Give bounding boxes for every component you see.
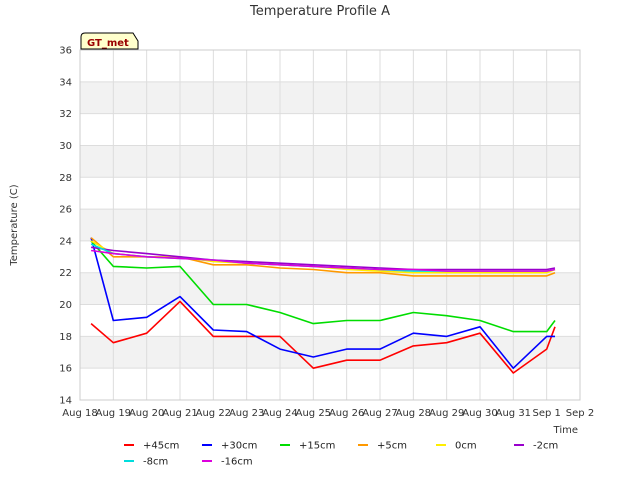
legend: +45cm +30cm +15cm +5cm 0cm -2cm -8cm -16cm (124, 441, 558, 468)
x-tick-label: Aug 18 (62, 408, 97, 419)
legend-label-plus5cm: +5cm (377, 441, 407, 452)
series-layer (90, 237, 556, 374)
x-tick-label: Aug 28 (396, 408, 431, 419)
y-tick-label: 30 (59, 141, 72, 152)
legend-label-0cm: 0cm (455, 441, 477, 452)
y-tick-label: 18 (59, 332, 72, 343)
legend-label-plus30cm: +30cm (221, 441, 257, 452)
legend-label-minus16cm: -16cm (221, 457, 253, 468)
y-tick-label: 26 (59, 205, 72, 216)
y-tick-label: 34 (59, 77, 72, 88)
chart-title: Temperature Profile A (249, 4, 390, 19)
y-tick-label: 16 (59, 364, 72, 375)
x-tick-label: Aug 19 (96, 408, 131, 419)
legend-label-minus2cm: -2cm (533, 441, 558, 452)
x-tick-label: Aug 20 (129, 408, 164, 419)
gt-met-badge: GT_met (80, 32, 139, 50)
x-axis-title: Time (553, 425, 578, 436)
series-line-minus2cm (90, 246, 556, 271)
band (80, 81, 580, 114)
band (80, 145, 580, 178)
badge-label: GT_met (87, 38, 129, 49)
x-tick-label: Aug 23 (229, 408, 264, 419)
x-tick-label: Aug 26 (329, 408, 364, 419)
x-tick-label: Aug 30 (462, 408, 497, 419)
series-line-plus15cm (90, 240, 556, 333)
y-tick-label: 32 (59, 109, 72, 120)
x-tick-label: Aug 24 (262, 408, 297, 419)
y-tick-label: 22 (59, 268, 72, 279)
y-tick-label: 36 (59, 46, 72, 57)
badge-box (80, 32, 139, 50)
y-axis-ticks: 14 16 18 20 22 24 26 28 30 32 34 36 (59, 46, 72, 407)
x-tick-label: Aug 29 (429, 408, 464, 419)
legend-label-plus45cm: +45cm (143, 441, 179, 452)
y-tick-label: 24 (59, 236, 72, 247)
series-line-minus16cm (90, 249, 556, 272)
legend-label-plus15cm: +15cm (299, 441, 335, 452)
x-tick-label: Aug 25 (296, 408, 331, 419)
plot-frame (79, 49, 581, 401)
y-tick-label: 28 (59, 173, 72, 184)
x-tick-label: Aug 31 (496, 408, 531, 419)
series-line-plus45cm (90, 300, 556, 374)
gridlines (79, 49, 581, 401)
y-tick-label: 20 (59, 300, 72, 311)
legend-label-minus8cm: -8cm (143, 457, 168, 468)
x-tick-label: Sep 1 (532, 408, 560, 419)
series-line-plus30cm (90, 237, 555, 370)
band (80, 272, 580, 305)
y-axis-title: Temperature (C) (9, 184, 20, 266)
x-tick-label: Sep 2 (566, 408, 594, 419)
background-bands (80, 81, 580, 369)
x-tick-label: Aug 21 (162, 408, 197, 419)
y-tick-label: 14 (59, 396, 72, 407)
x-tick-label: Aug 27 (362, 408, 397, 419)
band (80, 209, 580, 241)
x-tick-label: Aug 22 (196, 408, 231, 419)
